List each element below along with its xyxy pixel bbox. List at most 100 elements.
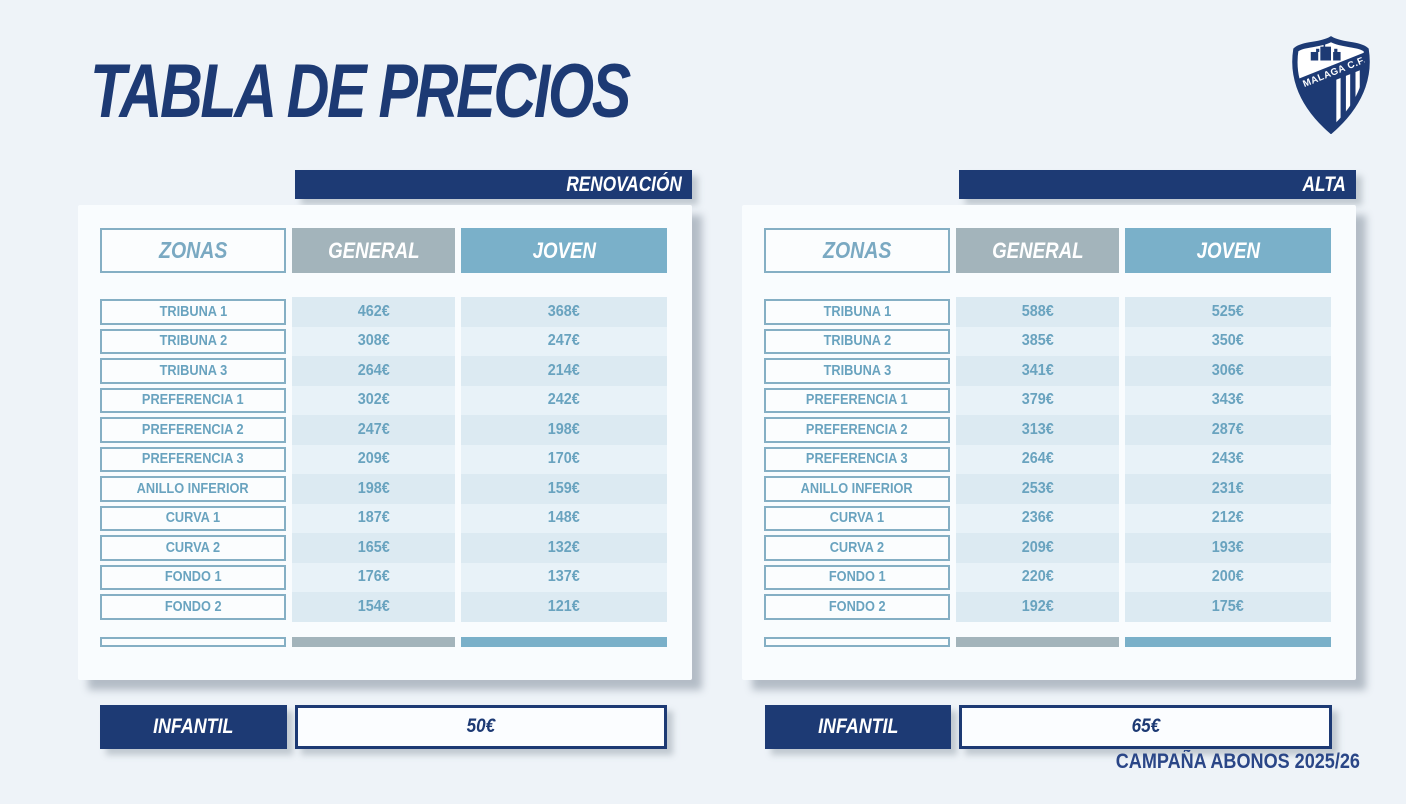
general-price: 264€ (1021, 450, 1054, 468)
crest-band (1294, 48, 1368, 99)
joven-price: 198€ (547, 420, 581, 438)
joven-price-cell: 148€ (461, 503, 667, 533)
joven-price-cell: 214€ (461, 356, 667, 386)
joven-price-cell: 368€ (461, 297, 667, 327)
zone-label: TRIBUNA 1 (159, 303, 227, 320)
renovacion-footer-bars (100, 637, 667, 647)
alta-banner: ALTA (959, 170, 1356, 199)
zone-cell: TRIBUNA 2 (100, 327, 286, 357)
zone-label-box: TRIBUNA 2 (764, 328, 950, 354)
zone-label: PREFERENCIA 3 (806, 451, 908, 468)
joven-price: 193€ (1211, 538, 1245, 556)
joven-price-cell: 350€ (1125, 326, 1331, 356)
alta-banner-label: ALTA (1302, 172, 1346, 196)
general-price: 209€ (1021, 538, 1054, 556)
general-price-cell: 302€ (292, 385, 455, 415)
zone-label-box: CURVA 1 (764, 505, 950, 531)
zone-label-box: TRIBUNA 3 (764, 358, 950, 384)
alta-panel: ALTA ZONAS GENERAL JOVEN TRIBUNA 1 (742, 170, 1356, 682)
zone-label: PREFERENCIA 1 (142, 392, 244, 409)
zone-cell: CURVA 1 (764, 504, 950, 534)
malaga-cf-crest-icon: MALAGA C.F. (1292, 36, 1370, 134)
renovacion-infantil-price-box: 50€ (295, 705, 667, 749)
general-price-cell: 264€ (292, 356, 455, 386)
general-price-cell: 187€ (292, 503, 455, 533)
zone-label-box: CURVA 2 (100, 535, 286, 561)
crest-outline (1292, 36, 1370, 134)
zone-label: TRIBUNA 1 (823, 303, 891, 320)
zonas-column-header: ZONAS (764, 228, 950, 273)
general-price-cell: 198€ (292, 474, 455, 504)
alta-footer-bars (764, 637, 1331, 647)
zone-cell: TRIBUNA 1 (764, 297, 950, 327)
zone-cell: PREFERENCIA 2 (100, 415, 286, 445)
zone-label-box: TRIBUNA 1 (764, 299, 950, 325)
zone-label-box: PREFERENCIA 1 (100, 387, 286, 413)
zone-label-box: CURVA 1 (100, 505, 286, 531)
general-price-cell: 379€ (956, 385, 1119, 415)
general-price-cell: 209€ (956, 533, 1119, 563)
zone-label: CURVA 2 (165, 539, 221, 556)
joven-price: 368€ (547, 302, 581, 320)
general-price: 308€ (357, 332, 390, 350)
zone-cell: FONDO 2 (100, 592, 286, 622)
zone-cell: CURVA 2 (100, 533, 286, 563)
zone-label-box: PREFERENCIA 1 (764, 387, 950, 413)
zone-cell: TRIBUNA 1 (100, 297, 286, 327)
general-price-cell: 236€ (956, 503, 1119, 533)
general-price: 236€ (1021, 509, 1054, 527)
joven-price-cell: 198€ (461, 415, 667, 445)
general-price: 176€ (357, 568, 390, 586)
joven-price: 306€ (1211, 361, 1245, 379)
zone-label-box: PREFERENCIA 3 (100, 446, 286, 472)
zone-cell: FONDO 1 (764, 563, 950, 593)
zone-cell: ANILLO INFERIOR (100, 474, 286, 504)
zone-label-box: FONDO 2 (764, 594, 950, 620)
renovacion-panel: RENOVACIÓN ZONAS GENERAL JOVEN TRIBUNA 1 (78, 170, 692, 682)
zone-cell: PREFERENCIA 2 (764, 415, 950, 445)
general-footer-bar (956, 637, 1119, 647)
joven-price-cell: 193€ (1125, 533, 1331, 563)
joven-price: 175€ (1211, 597, 1245, 615)
general-price: 154€ (357, 597, 390, 615)
joven-price: 214€ (547, 361, 581, 379)
zone-label: TRIBUNA 2 (823, 333, 891, 350)
zone-label: TRIBUNA 2 (159, 333, 227, 350)
joven-price-cell: 525€ (1125, 297, 1331, 327)
joven-price: 159€ (547, 479, 581, 497)
joven-price: 242€ (547, 391, 581, 409)
joven-price-cell: 137€ (461, 562, 667, 592)
zone-label: CURVA 1 (165, 510, 221, 527)
zone-label: TRIBUNA 3 (823, 362, 891, 379)
joven-price-cell: 231€ (1125, 474, 1331, 504)
joven-price-cell: 243€ (1125, 444, 1331, 474)
joven-price: 287€ (1211, 420, 1245, 438)
joven-price: 350€ (1211, 332, 1245, 350)
general-price-cell: 588€ (956, 297, 1119, 327)
zone-label: PREFERENCIA 1 (806, 392, 908, 409)
joven-price: 121€ (547, 597, 581, 615)
joven-price: 170€ (547, 450, 581, 468)
general-price-cell: 253€ (956, 474, 1119, 504)
joven-column-header: JOVEN (461, 228, 667, 273)
general-price: 165€ (357, 538, 390, 556)
zone-cell: TRIBUNA 2 (764, 327, 950, 357)
general-footer-bar (292, 637, 455, 647)
zone-label: ANILLO INFERIOR (136, 480, 250, 497)
general-price-cell: 313€ (956, 415, 1119, 445)
zone-label: FONDO 1 (164, 569, 222, 586)
alta-infantil-label-box: INFANTIL (765, 705, 951, 749)
general-price-cell: 247€ (292, 415, 455, 445)
zone-cell: PREFERENCIA 1 (100, 386, 286, 416)
zonas-footer-bar (100, 637, 286, 647)
general-price: 341€ (1021, 361, 1054, 379)
general-price-cell: 220€ (956, 562, 1119, 592)
general-price: 462€ (357, 302, 390, 320)
joven-price: 231€ (1211, 479, 1245, 497)
zonas-footer-bar (764, 637, 950, 647)
joven-price: 243€ (1211, 450, 1245, 468)
general-price: 588€ (1021, 302, 1054, 320)
zone-cell: ANILLO INFERIOR (764, 474, 950, 504)
joven-price: 525€ (1211, 302, 1245, 320)
